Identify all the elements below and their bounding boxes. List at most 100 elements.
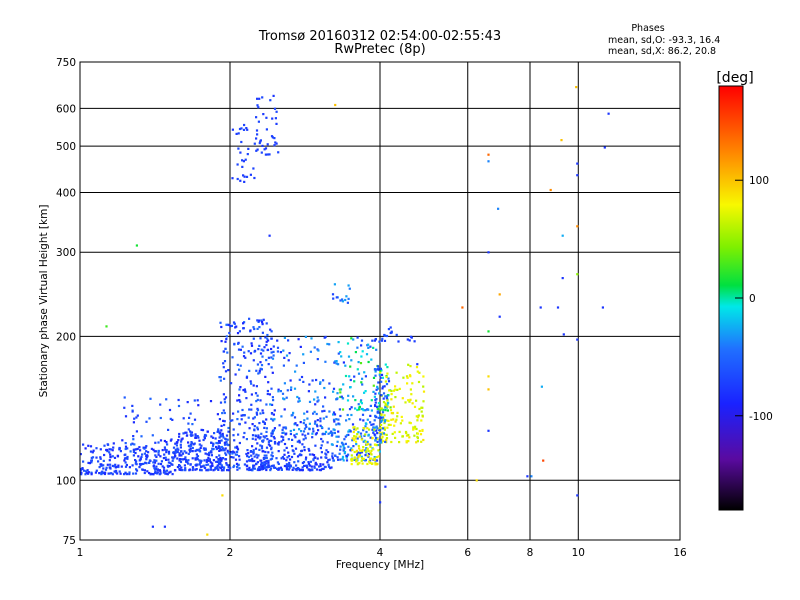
data-point (152, 461, 155, 464)
data-point (319, 447, 322, 450)
data-point (262, 450, 265, 453)
data-point (254, 438, 257, 441)
data-point (288, 464, 291, 467)
data-point (387, 401, 390, 404)
data-point (113, 465, 116, 468)
data-point (317, 399, 320, 402)
data-point (328, 458, 331, 461)
data-point (116, 454, 119, 457)
data-point (219, 431, 222, 434)
data-point (239, 151, 242, 154)
data-point (357, 372, 361, 375)
data-point (233, 464, 236, 467)
data-point (142, 462, 145, 465)
data-point (220, 429, 223, 432)
data-point (293, 452, 296, 455)
data-point (401, 397, 404, 400)
data-point (230, 324, 233, 327)
data-point (345, 419, 348, 422)
data-point (385, 334, 389, 338)
data-point (261, 467, 265, 471)
data-point (241, 159, 244, 162)
data-point (187, 422, 190, 425)
data-point (222, 409, 225, 412)
data-point (330, 443, 333, 446)
data-point (206, 430, 209, 433)
data-point (253, 176, 256, 180)
x-tick-label: 10 (572, 547, 585, 559)
data-point (407, 433, 410, 437)
data-point (99, 448, 102, 451)
data-point (156, 472, 159, 475)
data-point (265, 128, 268, 131)
data-point (329, 467, 332, 470)
data-point (372, 376, 376, 379)
data-point (302, 422, 305, 425)
data-point (225, 463, 228, 466)
data-point (179, 446, 182, 449)
data-point (260, 319, 263, 322)
data-point (272, 413, 275, 416)
data-point (176, 447, 179, 450)
data-point (283, 442, 287, 446)
data-point (377, 402, 380, 405)
data-point (235, 132, 238, 135)
data-point (134, 462, 137, 465)
data-point (102, 459, 105, 462)
data-point (372, 384, 375, 387)
data-point (152, 448, 155, 451)
data-point (267, 464, 270, 467)
data-point (215, 465, 218, 468)
data-point (208, 451, 211, 454)
data-point (346, 342, 350, 345)
data-point (384, 440, 387, 443)
data-point (108, 448, 111, 451)
data-point (414, 425, 417, 428)
data-point (232, 434, 235, 437)
data-point (226, 438, 229, 441)
data-point (373, 457, 377, 460)
data-point (258, 97, 261, 100)
data-point (360, 459, 363, 462)
data-point (352, 395, 355, 398)
data-point (253, 467, 256, 470)
data-point (256, 327, 259, 330)
data-point (354, 428, 357, 431)
data-point (319, 464, 322, 468)
data-point (178, 452, 181, 455)
data-point (108, 472, 111, 475)
y-tick-label: 750 (56, 57, 76, 69)
data-point (372, 390, 375, 393)
data-point (475, 479, 478, 482)
data-point (357, 456, 360, 459)
data-point (350, 337, 353, 340)
data-point (238, 467, 241, 470)
data-point (331, 433, 334, 436)
data-point (354, 351, 357, 354)
data-point (298, 399, 301, 402)
data-point (196, 435, 199, 438)
data-point (375, 429, 378, 432)
data-point (392, 389, 396, 392)
data-point (265, 454, 268, 457)
data-point (254, 392, 258, 395)
data-point (314, 390, 317, 393)
data-point (373, 339, 376, 342)
data-point (250, 393, 253, 396)
data-point (306, 410, 309, 413)
data-point (415, 415, 418, 418)
data-point (139, 463, 142, 467)
data-point (379, 408, 382, 411)
data-point (259, 140, 262, 143)
data-point (227, 426, 230, 430)
data-point (367, 434, 370, 437)
data-point (245, 397, 248, 400)
data-point (196, 455, 200, 458)
data-point (250, 408, 253, 411)
data-point (257, 120, 260, 123)
data-point (272, 464, 275, 467)
data-point (379, 370, 382, 373)
data-point (289, 379, 292, 382)
data-point (311, 436, 314, 439)
